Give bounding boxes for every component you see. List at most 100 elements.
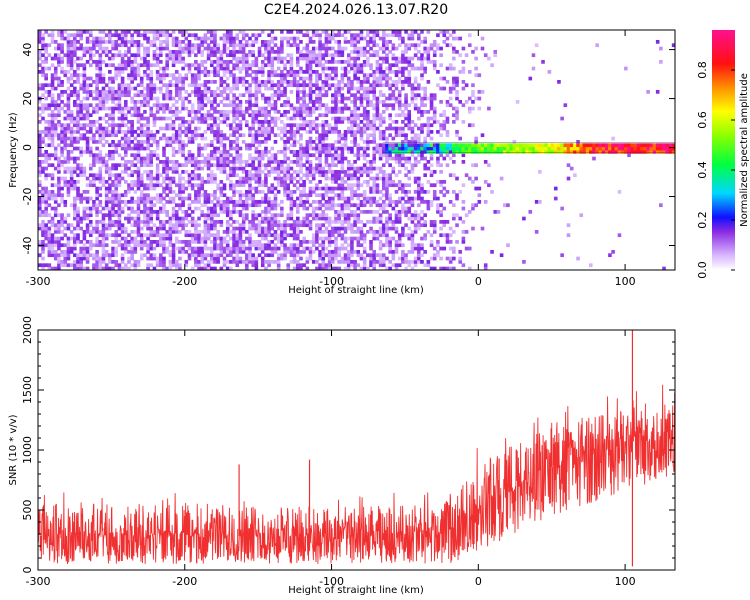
heatmap-cell (292, 130, 297, 134)
heatmap-cell (219, 246, 224, 251)
heatmap-cell (53, 226, 58, 231)
heatmap-cell (60, 33, 64, 38)
heatmap-cell (248, 93, 252, 98)
heatmap-cell (372, 150, 377, 154)
heatmap-cell (225, 196, 230, 201)
heatmap-cell (388, 260, 392, 264)
heatmap-cell (92, 90, 96, 94)
heatmap-cell (286, 233, 291, 238)
heatmap-cell (257, 173, 262, 178)
heatmap-cell (337, 153, 341, 158)
heatmap-cell (194, 173, 198, 178)
heatmap-cell (270, 86, 275, 91)
heatmap-cell (159, 106, 163, 111)
heatmap-cell (171, 226, 176, 231)
heatmap-cell (308, 173, 313, 178)
heatmap-cell (388, 153, 392, 158)
heatmap-cell (200, 100, 205, 104)
heatmap-cell (194, 253, 198, 258)
heatmap-cell (391, 200, 396, 204)
heatmap-cell (369, 226, 373, 231)
heatmap-cell (206, 173, 211, 178)
heatmap-cell (381, 70, 386, 74)
heatmap-cell (334, 103, 338, 108)
heatmap-cell (308, 110, 313, 114)
heatmap-cell (248, 226, 252, 231)
heatmap-cell (155, 210, 160, 214)
heatmap-cell (318, 96, 322, 101)
heatmap-cell (171, 256, 176, 261)
heatmap-cell (321, 143, 326, 148)
heatmap-cell (92, 43, 96, 48)
heatmap-cell (232, 170, 236, 174)
heatmap-cell (232, 250, 236, 254)
heatmap-cell (391, 143, 396, 148)
heatmap-cell (120, 230, 125, 234)
heatmap-cell (324, 90, 329, 94)
heatmap-cell (327, 203, 332, 208)
heatmap-cell (321, 133, 326, 138)
heatmap-cell (95, 153, 99, 158)
heatmap-cell (353, 160, 357, 164)
heatmap-cell (73, 166, 77, 171)
heatmap-cell (108, 170, 112, 174)
heatmap-cell (378, 130, 383, 134)
heatmap-cell (372, 233, 377, 238)
heatmap-cell (184, 130, 189, 134)
heatmap-cell (194, 226, 198, 231)
heatmap-cell (305, 130, 310, 134)
heatmap-cell (187, 110, 192, 114)
heatmap-cell (385, 46, 389, 51)
heatmap-cell (130, 70, 134, 74)
heatmap-cell (391, 56, 396, 61)
heatmap-cell (280, 176, 284, 181)
heatmap-cell (381, 30, 386, 34)
heatmap-cell (60, 163, 64, 168)
heatmap-cell (200, 236, 205, 241)
heatmap-cell (209, 153, 214, 158)
heatmap-cell (63, 243, 68, 248)
heatmap-cell (41, 116, 45, 121)
heatmap-cell (76, 106, 80, 111)
heatmap-cell (369, 30, 373, 34)
heatmap-cell (229, 123, 233, 128)
heatmap-cell (388, 113, 392, 118)
heatmap-cell (225, 103, 230, 108)
heatmap-cell (311, 53, 316, 58)
heatmap-cell (238, 163, 243, 168)
heatmap-cell (337, 230, 341, 234)
heatmap-cell (232, 110, 236, 114)
heatmap-cell (171, 160, 176, 164)
heatmap-cell (381, 150, 386, 154)
heatmap-cell (245, 73, 249, 78)
heatmap-cell (235, 256, 240, 261)
heatmap-cell (136, 70, 141, 74)
heatmap-cell (57, 83, 61, 88)
heatmap-cell (216, 116, 220, 121)
heatmap-cell (248, 190, 252, 194)
heatmap-cell (378, 73, 383, 78)
heatmap-cell (241, 46, 246, 51)
heatmap-cell (311, 153, 316, 158)
heatmap-cell (372, 266, 377, 270)
heatmap-cell (251, 126, 255, 131)
heatmap-cell (168, 263, 173, 268)
heatmap-cell (104, 250, 109, 254)
heatmap-cell (85, 253, 90, 258)
heatmap-cell (171, 123, 176, 128)
heatmap-cell (359, 193, 364, 198)
heatmap-cell (178, 186, 182, 191)
heatmap-cell (101, 230, 106, 234)
heatmap-cell (124, 266, 128, 270)
heatmap-cell (85, 86, 90, 91)
heatmap-cell (350, 166, 354, 171)
heatmap-cell (219, 90, 224, 94)
heatmap-cell (127, 250, 131, 254)
heatmap-cell (302, 110, 306, 114)
heatmap-cell (63, 176, 68, 181)
heatmap-cell (381, 223, 386, 228)
heatmap-cell (146, 123, 150, 128)
heatmap-cell (190, 266, 195, 270)
heatmap-cell (194, 160, 198, 164)
heatmap-cell (136, 126, 141, 131)
